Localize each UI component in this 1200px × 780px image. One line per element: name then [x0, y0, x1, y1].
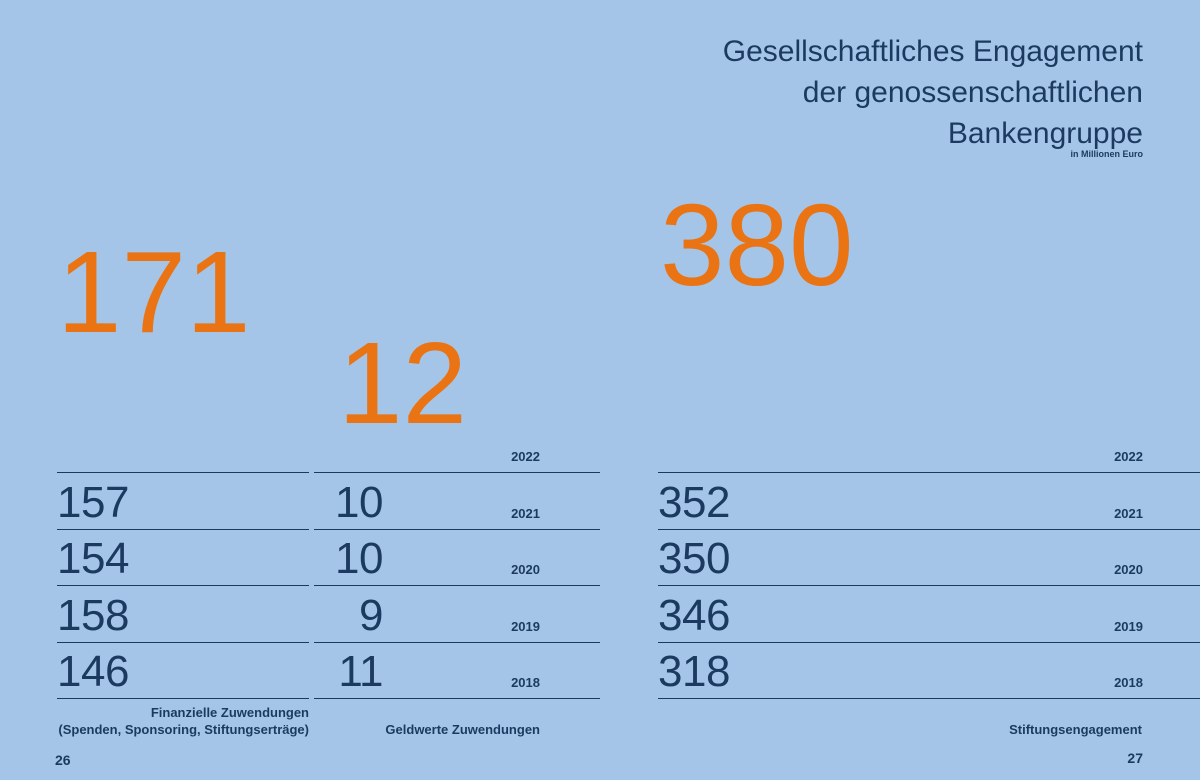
year-label: 2020 [1114, 562, 1143, 577]
cell-value: 346 [658, 590, 730, 640]
page-title: Gesellschaftliches Engagement der genoss… [722, 35, 1143, 150]
table-row: 158 [57, 586, 309, 643]
year-label: 2018 [1114, 675, 1143, 690]
table-row: 157 [57, 473, 309, 530]
table-row: 154 [57, 530, 309, 586]
table-finanzielle-zuwendungen: 157 154 158 146 [57, 430, 309, 699]
table-row: 10 2021 [314, 473, 600, 530]
year-label: 2018 [511, 675, 540, 690]
column-label-geldwerte-zuwendungen: Geldwerte Zuwendungen [385, 722, 540, 737]
table-row: 9 2019 [314, 586, 600, 643]
table-row: 10 2020 [314, 530, 600, 586]
highlight-value-finanzielle-zuwendungen: 171 [57, 227, 251, 357]
cell-value: 10 [335, 534, 383, 583]
table-geldwerte-zuwendungen: 2022 10 2021 10 2020 9 2019 11 2018 [314, 430, 600, 699]
cell-value: 318 [658, 647, 730, 696]
page-number-right: 27 [1127, 750, 1143, 766]
year-label: 2019 [511, 618, 540, 634]
cell-value: 10 [335, 477, 383, 527]
cell-value: 11 [338, 647, 383, 696]
unit-note: in Millionen Euro [1070, 149, 1144, 159]
year-label: 2020 [511, 562, 540, 577]
year-label: 2019 [1114, 618, 1143, 634]
column-label-stiftungsengagement: Stiftungsengagement [1009, 722, 1142, 737]
cell-value: 352 [658, 477, 730, 527]
cell-value: 146 [57, 647, 129, 696]
highlight-value-geldwerte-zuwendungen: 12 [338, 318, 468, 448]
table-row: 350 2020 [658, 530, 1200, 586]
table-row: 346 2019 [658, 586, 1200, 643]
page-number-left: 26 [55, 752, 71, 768]
year-label: 2021 [1114, 505, 1143, 521]
cell-value: 9 [359, 590, 383, 640]
year-label: 2022 [1114, 449, 1143, 464]
table-row: 146 [57, 643, 309, 699]
table-stiftungsengagement: 2022 352 2021 350 2020 346 2019 318 2018 [658, 430, 1200, 699]
year-label: 2021 [511, 505, 540, 521]
cell-value: 154 [57, 534, 129, 583]
cell-value: 158 [57, 590, 129, 640]
table-row: 11 2018 [314, 643, 600, 699]
cell-value: 350 [658, 534, 730, 583]
table-row: 352 2021 [658, 473, 1200, 530]
year-label: 2022 [511, 449, 540, 464]
table-header-row: 2022 [314, 430, 600, 473]
table-row: 318 2018 [658, 643, 1200, 699]
cell-value: 157 [57, 477, 129, 527]
table-header-row: 2022 [658, 430, 1200, 473]
table-header-row [57, 430, 309, 473]
column-label-finanzielle-zuwendungen: Finanzielle Zuwendungen (Spenden, Sponso… [58, 705, 309, 737]
highlight-value-stiftungsengagement: 380 [660, 180, 854, 310]
